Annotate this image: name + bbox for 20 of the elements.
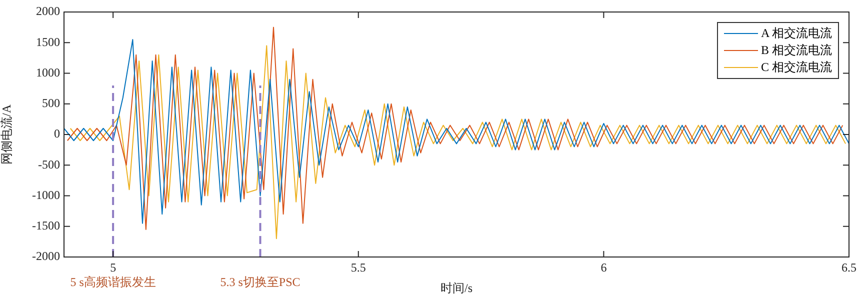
legend-label: B 相交流电流 — [760, 42, 832, 59]
y-tick-label: 1500 — [36, 34, 60, 49]
ref-line-label: 5 s高频谐振发生 — [70, 275, 156, 290]
y-tick-label: -1000 — [32, 188, 60, 202]
ref-line-label: 5.3 s切换至PSC — [220, 275, 300, 290]
y-tick-label: 1000 — [36, 65, 60, 80]
y-tick-label: 2000 — [36, 4, 60, 18]
y-axis-title: 网侧电流/A — [0, 104, 14, 164]
x-tick-label: 5 — [110, 260, 116, 274]
x-tick-label: 6 — [600, 260, 607, 274]
y-tick-label: 0 — [54, 126, 60, 141]
y-tick-label: -1500 — [32, 218, 60, 233]
x-tick-label: 5.5 — [350, 260, 366, 274]
y-tick-label: -2000 — [32, 249, 60, 264]
legend-label: A 相交流电流 — [760, 25, 832, 42]
legend-label: C 相交流电流 — [760, 59, 832, 76]
x-axis-title: 时间/s — [440, 280, 473, 295]
y-tick-label: -500 — [38, 157, 60, 172]
y-tick-label: 500 — [42, 96, 60, 110]
x-tick-label: 6.5 — [842, 260, 856, 274]
